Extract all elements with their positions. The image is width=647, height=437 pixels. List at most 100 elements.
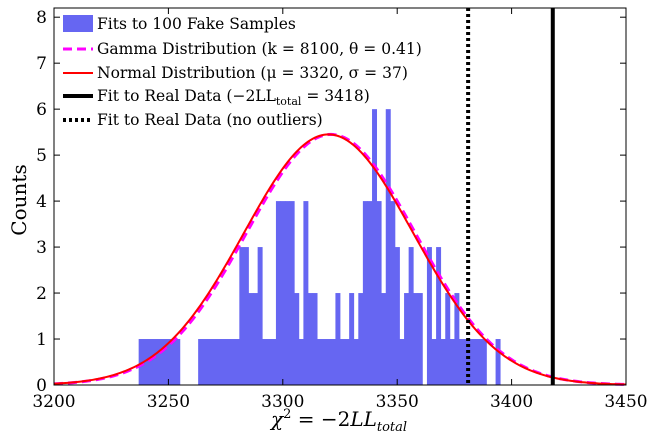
histogram-bar xyxy=(317,339,323,385)
x-tick-label: 3450 xyxy=(604,392,647,412)
histogram-bar xyxy=(170,339,176,385)
legend-label-real: Fit to Real Data (−2LLtotal = 3418) xyxy=(97,87,370,108)
histogram-bar xyxy=(248,293,254,385)
histogram-bar xyxy=(321,339,327,385)
histogram-bar xyxy=(349,293,355,385)
histogram-bar xyxy=(243,247,249,385)
x-tick-label: 3400 xyxy=(490,392,533,412)
histogram-bar xyxy=(198,339,204,385)
histogram-bar xyxy=(353,339,359,385)
histogram-bar xyxy=(431,339,437,385)
histogram-bar xyxy=(445,293,451,385)
histogram-bar xyxy=(271,339,277,385)
histogram-bar xyxy=(362,201,368,385)
histogram-bar xyxy=(275,201,281,385)
x-tick-label: 3350 xyxy=(376,392,419,412)
histogram-bar xyxy=(156,339,162,385)
histogram-bar xyxy=(294,293,300,385)
x-label-ll: LL xyxy=(349,407,377,431)
histogram-bar xyxy=(376,201,382,385)
histogram-bar xyxy=(253,293,259,385)
x-tick-label: 3200 xyxy=(32,392,75,412)
histogram-bar xyxy=(234,339,240,385)
histogram-bar xyxy=(161,339,167,385)
y-tick-label: 6 xyxy=(36,100,47,120)
histogram-bar xyxy=(436,247,442,385)
plot-frame xyxy=(53,7,627,386)
y-axis-label: Counts xyxy=(7,164,31,235)
histogram-bar xyxy=(266,339,272,385)
histogram-bar xyxy=(404,293,410,385)
histogram-bar xyxy=(257,247,263,385)
y-tick-label: 3 xyxy=(36,238,47,258)
histogram-bar xyxy=(335,293,341,385)
histogram-bar xyxy=(358,293,364,385)
x-tick-label: 3300 xyxy=(261,392,304,412)
histogram-bar xyxy=(289,201,295,385)
histogram-bars xyxy=(138,109,501,386)
legend: Fits to 100 Fake Samples Gamma Distribut… xyxy=(63,15,422,129)
reference-lines xyxy=(466,8,555,385)
histogram-bar xyxy=(385,109,391,386)
histogram-bar xyxy=(262,339,268,385)
x-label-eq: = −2 xyxy=(291,407,350,431)
normal-curve xyxy=(53,133,627,386)
histogram-bar xyxy=(152,339,158,385)
x-label-chi: χ xyxy=(269,407,285,431)
histogram-bar xyxy=(221,339,226,385)
y-tick-label: 5 xyxy=(36,146,47,166)
x-label-sub: total xyxy=(377,420,407,435)
histogram-bar xyxy=(216,339,222,385)
histogram-bar xyxy=(394,247,400,385)
histogram-bar xyxy=(468,339,474,385)
histogram-bar xyxy=(202,339,208,385)
histogram-bar xyxy=(340,339,345,385)
histogram-bar xyxy=(390,201,396,385)
legend-label-gamma: Gamma Distribution (k = 8100, θ = 0.41) xyxy=(97,40,422,58)
y-tick-label: 4 xyxy=(36,192,47,212)
histogram-bar xyxy=(298,339,304,385)
histogram-bar xyxy=(417,293,423,385)
histogram-bar xyxy=(454,293,460,385)
histogram-bar xyxy=(399,339,405,385)
histogram-bar xyxy=(225,339,231,385)
legend-swatch-histogram xyxy=(63,15,93,32)
histogram-bar xyxy=(426,247,432,385)
x-axis-label: χ2 = −2LLtotal xyxy=(269,407,407,435)
histogram-bar xyxy=(166,339,172,385)
distribution-curves xyxy=(53,132,627,386)
histogram-bar xyxy=(408,247,414,385)
histogram-bar xyxy=(449,339,455,385)
histogram-bar xyxy=(495,339,501,385)
histogram-bar xyxy=(285,201,291,385)
histogram-bar xyxy=(211,339,217,385)
legend-label-normal: Normal Distribution (μ = 3320, σ = 37) xyxy=(97,64,408,82)
histogram-bar xyxy=(458,339,464,385)
histogram-bar xyxy=(440,339,446,385)
histogram-bar xyxy=(312,293,318,385)
histogram-bar xyxy=(303,201,309,385)
histogram-bar xyxy=(239,247,245,385)
histogram-bar xyxy=(344,339,350,385)
y-tick-label: 2 xyxy=(36,284,47,304)
y-tick-label: 1 xyxy=(36,330,47,350)
histogram-bar xyxy=(143,339,149,385)
x-label-sup: 2 xyxy=(283,407,291,422)
histogram-bar xyxy=(175,339,181,385)
legend-label-no-outliers: Fit to Real Data (no outliers) xyxy=(97,111,323,129)
histogram-bar xyxy=(477,339,483,385)
histogram-bar xyxy=(330,339,336,385)
histogram-bar xyxy=(207,339,213,385)
axes: 3200 3250 3300 3350 3400 3450 0 1 2 3 4 5 6 7 8 xyxy=(32,7,647,412)
y-tick-label: 8 xyxy=(36,8,47,28)
histogram-bar xyxy=(307,293,313,385)
x-tick-label: 3250 xyxy=(147,392,190,412)
histogram-bar xyxy=(138,339,144,385)
histogram-bar xyxy=(280,201,286,385)
histogram-bar xyxy=(381,293,387,385)
legend-label-histogram: Fits to 100 Fake Samples xyxy=(97,15,296,33)
histogram-bar xyxy=(367,201,373,385)
histogram-bar xyxy=(326,339,332,385)
y-tick-label: 7 xyxy=(36,54,47,74)
